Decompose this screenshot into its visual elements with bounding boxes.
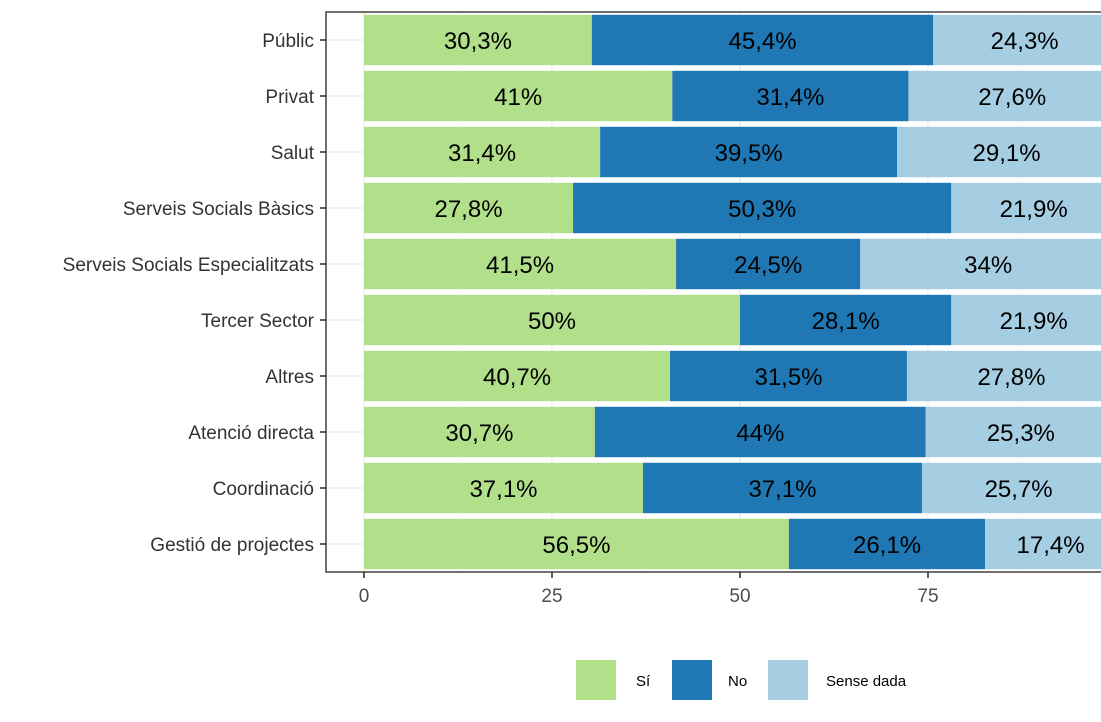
- bar-segment: [364, 238, 677, 290]
- bar-segment: [670, 350, 907, 402]
- legend-key: [576, 660, 616, 700]
- category-label: Serveis Socials Bàsics: [123, 199, 314, 220]
- bar-segment: [925, 406, 1101, 458]
- data-label: 27,8%: [977, 364, 1045, 391]
- data-label: 30,3%: [444, 28, 512, 55]
- bar-segment: [364, 294, 740, 346]
- data-label: 31,5%: [754, 364, 822, 391]
- bar-segment: [985, 518, 1101, 570]
- data-label: 41%: [494, 84, 542, 111]
- data-label: 50,3%: [728, 196, 796, 223]
- data-label: 50%: [528, 308, 576, 335]
- legend-label: No: [728, 673, 747, 690]
- data-label: 21,9%: [1000, 308, 1068, 335]
- category-label: Coordinació: [213, 479, 314, 500]
- bar-segment: [594, 406, 926, 458]
- panel-border: [325, 11, 1101, 573]
- data-label: 34%: [964, 252, 1012, 279]
- category-label: Tercer Sector: [201, 311, 315, 332]
- bar-segment: [364, 182, 574, 234]
- bar-segment: [364, 462, 643, 514]
- data-label: 41,5%: [486, 252, 554, 279]
- data-label: 30,7%: [445, 420, 513, 447]
- legend-key: [672, 660, 712, 700]
- bar-segment: [364, 70, 673, 122]
- bar-segment: [921, 462, 1101, 514]
- x-tick-label: 75: [917, 586, 938, 607]
- bar-segment: [906, 350, 1101, 402]
- bar-segment: [591, 14, 934, 66]
- bar-segment: [573, 182, 952, 234]
- data-label: 37,1%: [748, 476, 816, 503]
- data-label: 21,9%: [1000, 196, 1068, 223]
- bar-segment: [672, 70, 909, 122]
- data-label: 40,7%: [483, 364, 551, 391]
- bar-segment: [364, 126, 601, 178]
- legend-label: Sí: [636, 673, 651, 690]
- data-label: 45,4%: [729, 28, 797, 55]
- data-label: 56,5%: [542, 532, 610, 559]
- category-label: Altres: [265, 367, 314, 388]
- bar-segment: [364, 518, 789, 570]
- bar-segment: [897, 126, 1101, 178]
- data-label: 31,4%: [448, 140, 516, 167]
- data-label: 25,3%: [987, 420, 1055, 447]
- data-label: 26,1%: [853, 532, 921, 559]
- data-label: 37,1%: [469, 476, 537, 503]
- x-tick-label: 0: [359, 586, 370, 607]
- data-label: 44%: [736, 420, 784, 447]
- bar-segment: [908, 70, 1101, 122]
- data-label: 25,7%: [985, 476, 1053, 503]
- x-tick-label: 25: [541, 586, 562, 607]
- bar-segment: [676, 238, 861, 290]
- bar-segment: [364, 406, 595, 458]
- category-label: Atenció directa: [188, 423, 314, 444]
- data-label: 31,4%: [756, 84, 824, 111]
- data-label: 39,5%: [715, 140, 783, 167]
- bar-segment: [642, 462, 922, 514]
- category-label: Privat: [265, 87, 314, 108]
- legend-label: Sense dada: [826, 673, 907, 690]
- category-label: Públic: [262, 31, 314, 52]
- bar-segment: [740, 294, 952, 346]
- bar-segment: [788, 518, 986, 570]
- legend-key: [768, 660, 808, 700]
- bar-segment: [933, 14, 1101, 66]
- data-label: 27,8%: [434, 196, 502, 223]
- data-label: 28,1%: [812, 308, 880, 335]
- bar-segment: [364, 350, 671, 402]
- bar-segment: [860, 238, 1101, 290]
- bar-segment: [364, 14, 592, 66]
- x-tick-label: 50: [729, 586, 750, 607]
- category-label: Serveis Socials Especialitzats: [63, 255, 314, 276]
- bar-segment: [951, 182, 1101, 234]
- bar-segment: [951, 294, 1101, 346]
- data-label: 29,1%: [973, 140, 1041, 167]
- data-label: 24,5%: [734, 252, 802, 279]
- bar-segment: [600, 126, 898, 178]
- category-label: Salut: [271, 143, 315, 164]
- category-label: Gestió de projectes: [150, 535, 314, 556]
- data-label: 27,6%: [978, 84, 1046, 111]
- data-label: 24,3%: [991, 28, 1059, 55]
- data-label: 17,4%: [1017, 532, 1085, 559]
